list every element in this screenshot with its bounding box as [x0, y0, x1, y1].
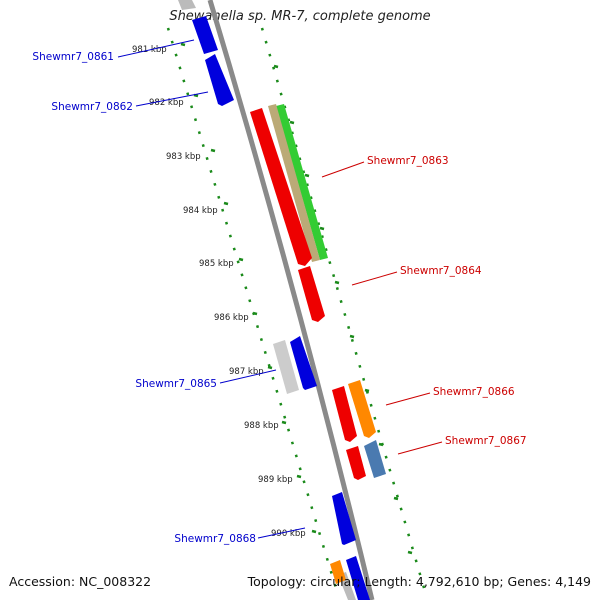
leader-line	[219, 369, 277, 384]
gene-arrow-0862[interactable]	[205, 54, 234, 106]
tick-marks	[180, 42, 413, 555]
reverse-gene-labels: Shewmr7_0861 Shewmr7_0862 Shewmr7_0865 S…	[32, 39, 306, 545]
gene-arrow-0867[interactable]	[346, 446, 366, 480]
leader-line	[257, 527, 306, 539]
accession-text: Accession: NC_008322	[9, 574, 152, 589]
tick-label: 983 kbp	[166, 152, 201, 162]
tick-label: 989 kbp	[258, 475, 293, 485]
gene-arrow-bottom-orange[interactable]	[330, 560, 346, 584]
gene-arrow-0865[interactable]	[290, 336, 317, 390]
tick-label: 987 kbp	[229, 367, 264, 377]
gene-arrow-0863[interactable]	[250, 108, 312, 266]
gene-label-0865[interactable]: Shewmr7_0865	[135, 378, 217, 390]
tick-label: 985 kbp	[199, 259, 234, 269]
leader-line	[135, 91, 209, 107]
leader-line	[397, 441, 443, 455]
tick-label: 986 kbp	[214, 313, 249, 323]
tick-label: 984 kbp	[183, 206, 218, 216]
genome-backbone	[207, 0, 375, 600]
tick-label: 990 kbp	[271, 529, 306, 539]
gene-label-0866[interactable]: Shewmr7_0866	[433, 386, 515, 398]
leader-line	[385, 392, 431, 406]
map-title: Shewanella sp. MR-7, complete genome	[169, 9, 431, 24]
reverse-strand-genes	[178, 0, 370, 600]
gene-arrow-0863-tan[interactable]	[268, 104, 320, 262]
gene-label-0867[interactable]: Shewmr7_0867	[445, 435, 527, 447]
gene-label-0863[interactable]: Shewmr7_0863	[367, 155, 449, 167]
gene-arrow-0867-steel[interactable]	[364, 440, 386, 478]
gene-label-0861[interactable]: Shewmr7_0861	[32, 51, 114, 63]
kbp-tick-labels: 981 kbp 982 kbp 983 kbp 984 kbp 985 kbp …	[132, 45, 306, 539]
leader-line	[117, 39, 195, 58]
gene-arrow-0863-green[interactable]	[276, 104, 328, 260]
gene-label-0862[interactable]: Shewmr7_0862	[51, 101, 133, 113]
forward-gene-labels: Shewmr7_0863 Shewmr7_0864 Shewmr7_0866 S…	[321, 155, 527, 455]
gene-arrow-0865-gray[interactable]	[273, 340, 299, 394]
tick-label: 982 kbp	[149, 98, 184, 108]
leader-line	[321, 161, 365, 178]
genome-stats-text: Topology: circular; Length: 4,792,610 bp…	[247, 574, 591, 589]
gene-arrow-top-gray[interactable]	[178, 0, 196, 10]
gene-arrow-0866[interactable]	[332, 386, 357, 442]
gene-arrow-0864[interactable]	[298, 266, 325, 322]
gene-label-0868[interactable]: Shewmr7_0868	[174, 533, 256, 545]
tick-label: 988 kbp	[244, 421, 279, 431]
gene-arrow-0861[interactable]	[192, 16, 218, 54]
forward-strand-genes	[250, 104, 386, 584]
gene-label-0864[interactable]: Shewmr7_0864	[400, 265, 482, 277]
leader-line	[351, 271, 398, 286]
gene-arrow-0866-orange[interactable]	[348, 380, 376, 438]
gene-arrow-bottom-blue[interactable]	[346, 556, 370, 600]
gene-arrow-0868[interactable]	[332, 492, 356, 545]
